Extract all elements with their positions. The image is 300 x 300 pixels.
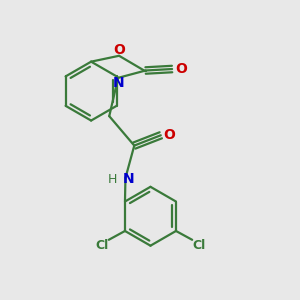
Text: O: O <box>175 62 187 76</box>
Text: O: O <box>164 128 176 142</box>
Text: N: N <box>123 172 134 186</box>
Text: Cl: Cl <box>192 239 205 252</box>
Text: H: H <box>107 173 117 186</box>
Text: N: N <box>113 76 124 90</box>
Text: O: O <box>113 44 125 58</box>
Text: Cl: Cl <box>96 239 109 252</box>
